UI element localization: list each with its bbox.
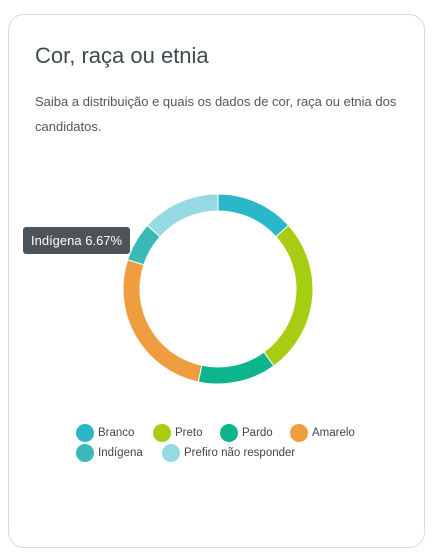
legend-label: Pardo (242, 427, 273, 439)
donut-slice-branco[interactable] (217, 193, 290, 238)
donut-slice-pardo[interactable] (197, 351, 275, 385)
card-description: Saiba a distribuição e quais os dados de… (35, 94, 397, 134)
legend-label: Preto (175, 427, 203, 439)
legend-item-preto[interactable]: Preto (153, 424, 203, 442)
donut-slice-preto[interactable] (263, 224, 314, 367)
donut-slice-amarelo[interactable] (122, 259, 203, 383)
tooltip-value: 6.67% (85, 233, 123, 248)
legend-label: Branco (98, 427, 135, 439)
legend-swatch (76, 424, 94, 442)
legend-item-pardo[interactable]: Pardo (220, 424, 273, 442)
legend-item-amarelo[interactable]: Amarelo (290, 424, 355, 442)
legend-swatch (220, 424, 238, 442)
donut-slice-prefiro-não-responder[interactable] (146, 193, 219, 238)
legend-item-branco[interactable]: Branco (76, 424, 134, 442)
legend-label: Amarelo (312, 427, 355, 439)
chart-tooltip: Indígena 6.67% (23, 227, 131, 254)
card-title: Cor, raça ou etnia (35, 43, 209, 68)
legend-swatch (162, 444, 180, 462)
legend-label: Prefiro não responder (184, 447, 296, 459)
legend-swatch (76, 444, 94, 462)
legend-label: Indígena (98, 447, 143, 459)
legend-item-prefiro-não-responder[interactable]: Prefiro não responder (162, 444, 295, 462)
legend-item-indígena[interactable]: Indígena (76, 444, 143, 462)
tooltip-label: Indígena (31, 233, 82, 248)
legend-swatch (290, 424, 308, 442)
legend-swatch (153, 424, 171, 442)
